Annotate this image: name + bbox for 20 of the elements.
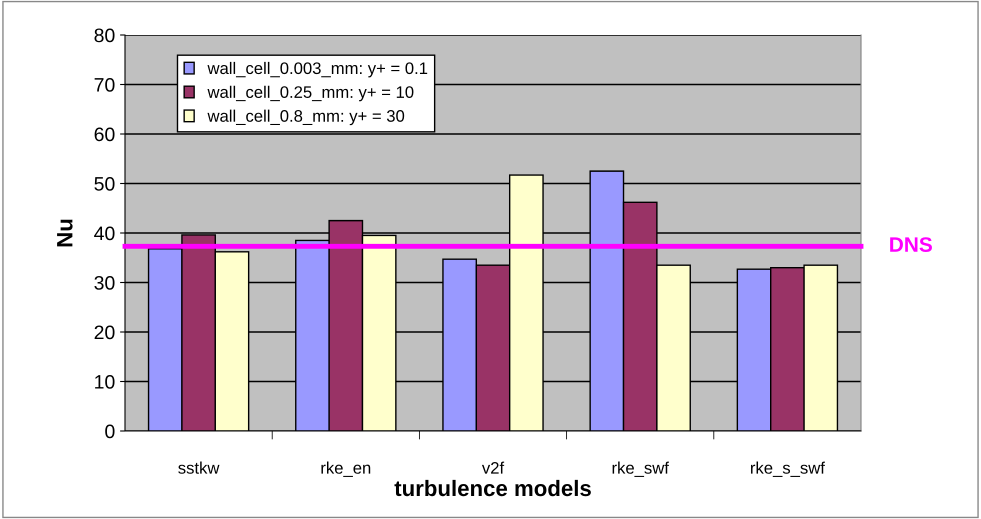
y-tick-label: 0 xyxy=(105,424,115,438)
y-tick-label: 60 xyxy=(94,127,115,142)
x-tick-label: rke_s_swf xyxy=(750,462,825,477)
legend-label: wall_cell_0.25_mm: y+ = 10 xyxy=(207,86,414,102)
y-tick-label: 40 xyxy=(94,226,115,240)
y-tick-label: 10 xyxy=(95,374,115,389)
y-axis-title: Nu xyxy=(57,220,73,246)
y-tick-label: 70 xyxy=(94,78,115,92)
y-tick-label: 50 xyxy=(94,176,115,191)
legend-label: wall_cell_0.003_mm: y+ = 0.1 xyxy=(207,62,428,78)
legend-label: wall_cell_0.8_mm: y+ = 30 xyxy=(207,110,404,126)
y-tick-label: 80 xyxy=(94,28,115,42)
x-tick-label: sstkw xyxy=(178,462,220,474)
x-tick-label: v2f xyxy=(482,462,504,474)
x-tick-label: rke_swf xyxy=(612,462,669,477)
x-axis-title: turbulence models xyxy=(394,480,591,496)
ref-line-label: DNS xyxy=(890,237,932,252)
x-tick-label: rke_en xyxy=(321,462,370,477)
y-tick-label: 30 xyxy=(94,276,115,290)
y-tick-label: 20 xyxy=(94,325,115,340)
